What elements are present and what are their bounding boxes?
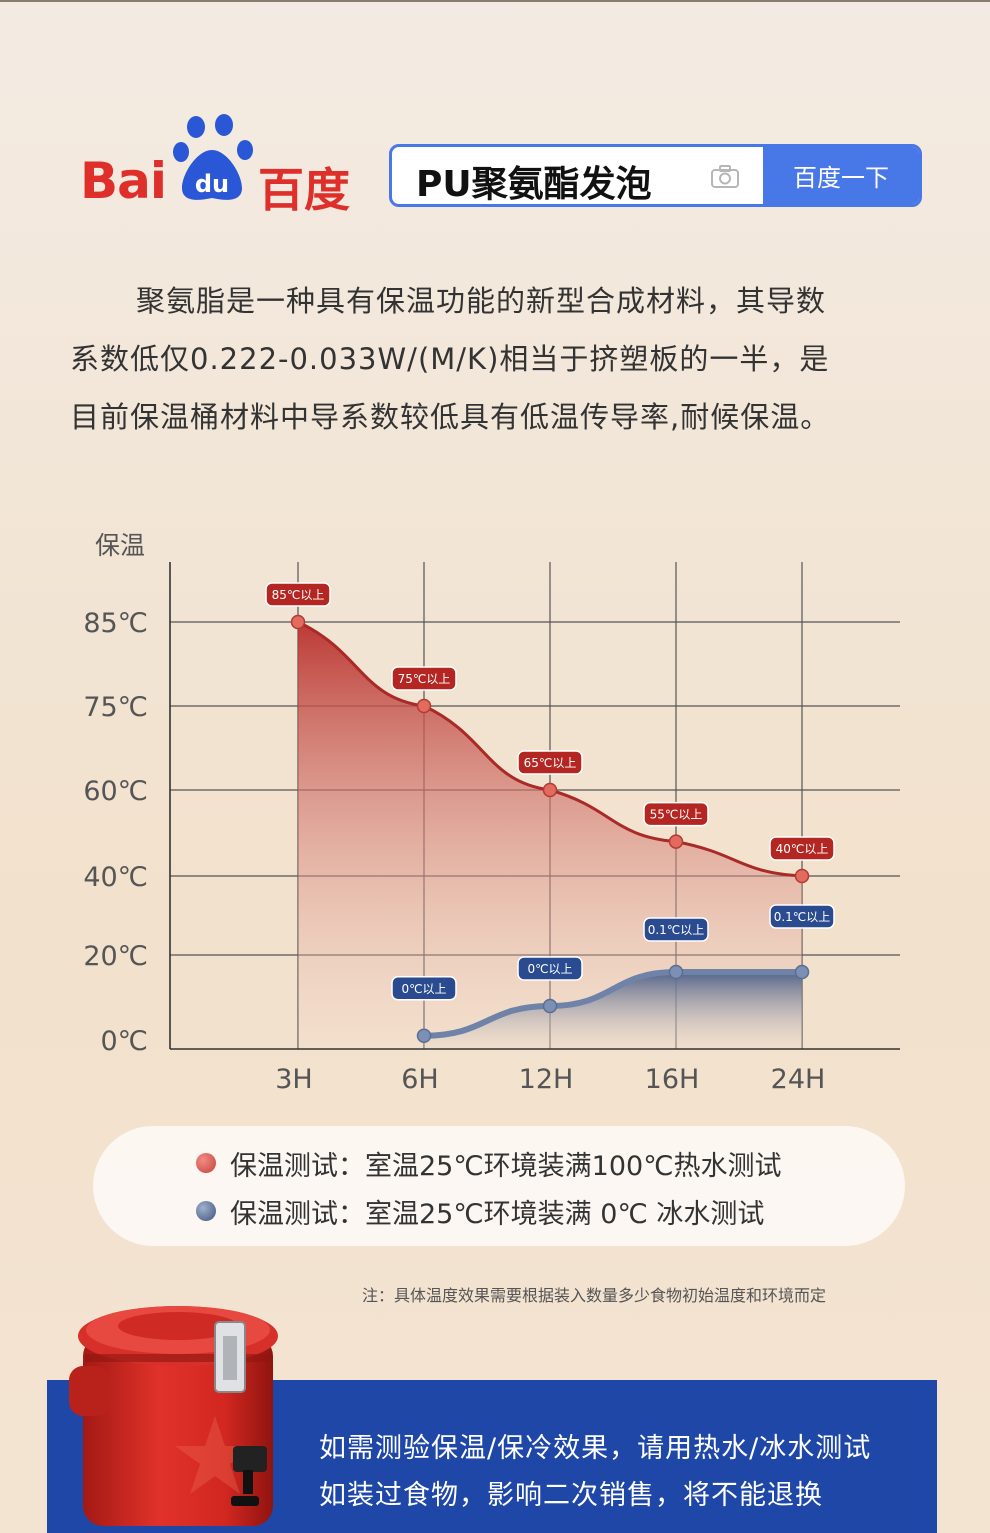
footnote: 注：具体温度效果需要根据装入数量多少食物初始温度和环境而定 xyxy=(362,1286,827,1305)
chart-legend: 保温测试：室温25℃环境装满100℃热水测试 保温测试：室温25℃环境装满 0℃… xyxy=(93,1126,905,1246)
data-point xyxy=(542,998,558,1014)
data-label: 0.1℃以上 xyxy=(774,910,831,924)
data-label-badge xyxy=(769,904,835,929)
data-label-badge xyxy=(517,956,583,981)
data-label: 75℃以上 xyxy=(398,672,451,686)
data-label: 40℃以上 xyxy=(776,842,829,856)
intro-line-1: 聚氨脂是一种具有保温功能的新型合成材料，其导数 xyxy=(136,284,827,318)
data-point xyxy=(416,1028,432,1043)
paw-text: du xyxy=(195,170,229,198)
search-input[interactable]: PU聚氨酯发泡 xyxy=(416,164,652,205)
data-point xyxy=(542,782,558,798)
data-label-badge xyxy=(643,801,709,827)
data-label-badge xyxy=(391,976,457,1001)
y-tick-label: 20℃ xyxy=(83,941,148,972)
data-point xyxy=(668,834,684,849)
legend-item-cold: 保温测试：室温25℃环境装满 0℃ 冰水测试 xyxy=(196,1191,764,1231)
insulated-bucket-image xyxy=(69,1306,278,1526)
intro-line-3: 目前保温桶材料中导系数较低具有低温传导率,耐候保温。 xyxy=(70,400,831,434)
intro-line-2: 系数低仅0.222-0.033W/(M/K)相当于挤塑板的一半，是 xyxy=(70,342,830,376)
data-label: 65℃以上 xyxy=(524,756,577,770)
x-tick-label: 24H xyxy=(771,1064,826,1095)
y-tick-label: 60℃ xyxy=(83,776,148,807)
chart-points xyxy=(290,614,810,1043)
chart-axes: 0℃ 20℃ 40℃ 60℃ 75℃ 85℃ 保温 3H 6H 12H 16H 24H xyxy=(83,531,900,1095)
legend-item-hot: 保温测试：室温25℃环境装满100℃热水测试 xyxy=(196,1143,782,1183)
paw-icon: du xyxy=(173,114,253,200)
legend-cold-dot xyxy=(196,1201,216,1221)
chart-labels: 85℃以上 75℃以上 65℃以上 55℃以上 40℃以上 0℃以上 0℃以上 0.1℃以上 0… xyxy=(265,582,835,1001)
data-label-badge xyxy=(517,750,583,775)
y-tick-label: 40℃ xyxy=(83,862,148,893)
logo-text: Bai xyxy=(80,152,167,210)
data-label-badge xyxy=(769,836,835,861)
logo-cn-text: 百度 xyxy=(258,163,350,217)
data-point xyxy=(290,614,306,630)
x-tick-label: 12H xyxy=(519,1064,574,1095)
intro-paragraph: 聚氨脂是一种具有保温功能的新型合成材料，其导数 系数低仅0.222-0.033W… xyxy=(70,272,930,446)
y-tick-label: 85℃ xyxy=(83,608,148,639)
data-label-badge xyxy=(265,582,331,607)
data-label-badge xyxy=(391,666,457,691)
area-series-2 xyxy=(424,972,802,1049)
search-box[interactable]: PU聚氨酯发泡 百度一下 xyxy=(389,144,922,207)
chart-areas xyxy=(296,620,805,1049)
data-label: 0℃以上 xyxy=(401,982,446,996)
y-tick-label: 75℃ xyxy=(83,692,148,723)
baidu-logo[interactable]: du Bai 百度 xyxy=(80,112,360,217)
x-tick-label: 3H xyxy=(275,1064,312,1095)
area-series-1 xyxy=(298,622,802,1049)
data-label: 85℃以上 xyxy=(272,588,325,602)
data-point xyxy=(794,868,810,884)
notice-line-2: 如装过食物，影响二次销售，将不能退换 xyxy=(319,1480,823,1511)
y-axis-title: 保温 xyxy=(95,531,145,560)
legend-cold-label: 保温测试：室温25℃环境装满 0℃ 冰水测试 xyxy=(230,1198,765,1230)
legend-hot-label: 保温测试：室温25℃环境装满100℃热水测试 xyxy=(230,1150,782,1182)
line-series-2 xyxy=(421,968,805,1039)
notice-line-1: 如需测验保温/保冷效果，请用热水/冰水测试 xyxy=(319,1433,872,1464)
top-divider xyxy=(0,0,990,2)
data-point xyxy=(794,964,810,980)
camera-icon[interactable] xyxy=(710,164,740,190)
search-button[interactable]: 百度一下 xyxy=(763,147,919,204)
data-label: 55℃以上 xyxy=(650,808,703,822)
data-point xyxy=(416,698,432,714)
data-label: 0℃以上 xyxy=(527,962,572,976)
data-label: 0.1℃以上 xyxy=(648,923,705,937)
x-tick-label: 6H xyxy=(401,1064,438,1095)
x-tick-label: 16H xyxy=(645,1064,700,1095)
data-label-badge xyxy=(643,917,709,942)
data-point xyxy=(668,964,684,980)
insulation-chart: 85℃以上75℃以上65℃以上55℃以上40℃以上0℃以上0℃以上0.1℃以上0… xyxy=(83,531,900,1095)
y-tick-label: 0℃ xyxy=(100,1026,148,1057)
legend-hot-dot xyxy=(196,1153,216,1173)
